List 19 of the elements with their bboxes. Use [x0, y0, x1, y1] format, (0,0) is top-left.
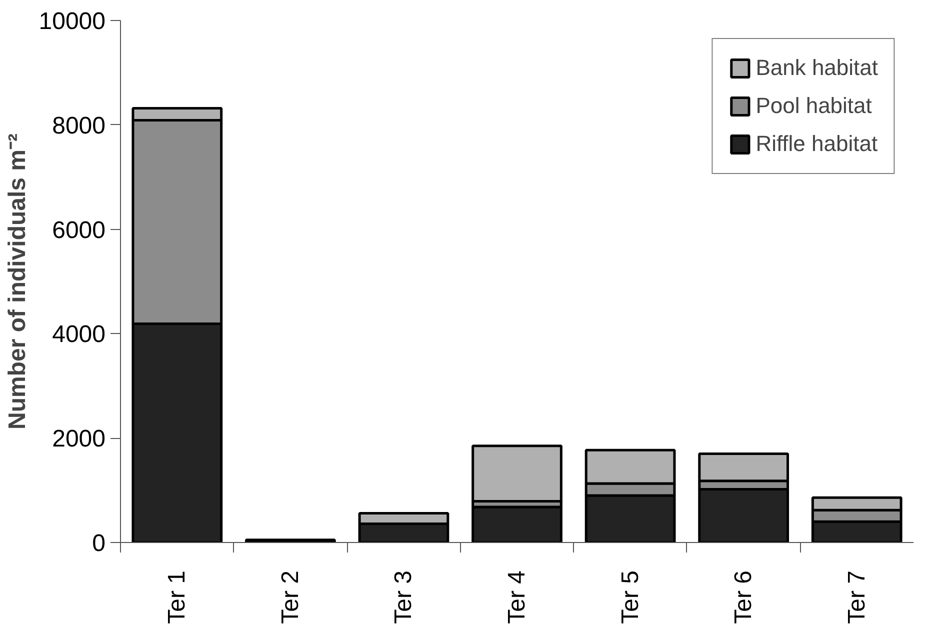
legend-label: Bank habitat	[756, 55, 878, 81]
x-tick-label: Ter 7	[843, 570, 870, 624]
x-tick-label: Ter 3	[390, 570, 418, 624]
legend-label: Riffle habitat	[756, 131, 878, 157]
x-tick-label: Ter 2	[276, 570, 304, 624]
x-tick-label: Ter 5	[616, 570, 644, 624]
y-tick-label: 2000	[52, 426, 106, 453]
legend-label: Pool habitat	[756, 93, 872, 119]
y-tick-label: 0	[92, 530, 106, 557]
bar	[244, 538, 336, 542]
y-axis-title: Number of individuals m⁻²	[4, 133, 31, 430]
x-tick-label: Ter 1	[164, 570, 191, 624]
x-tick-label: Ter 6	[730, 570, 758, 624]
y-tick-label: 10000	[38, 8, 106, 35]
x-tick-label: Ter 4	[504, 570, 530, 624]
y-tick-label: 6000	[52, 216, 106, 244]
y-tick-label: 4000	[52, 321, 106, 348]
y-tick-label: 8000	[52, 112, 106, 140]
bar	[472, 506, 562, 542]
